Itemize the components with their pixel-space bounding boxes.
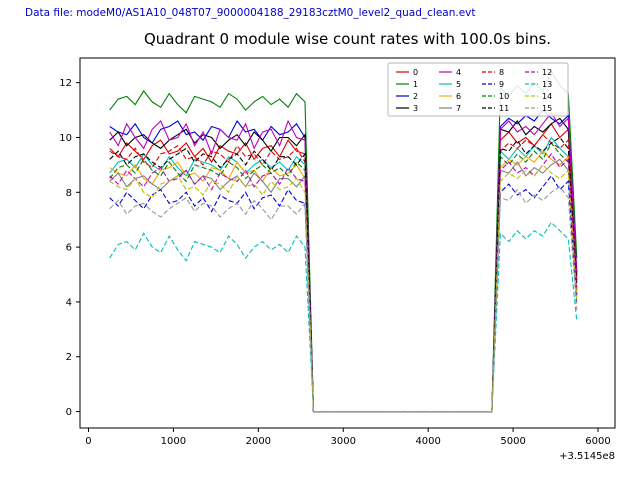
series-line-7 — [109, 158, 578, 413]
x-tick-label: 5000 — [500, 436, 525, 447]
series-line-10 — [109, 141, 578, 413]
legend-label-1: 1 — [413, 80, 418, 89]
series-line-12 — [109, 152, 578, 413]
legend-label-0: 0 — [413, 68, 418, 77]
series-line-0 — [109, 122, 578, 413]
legend-label-5: 5 — [456, 80, 461, 89]
x-tick-label: 4000 — [415, 436, 440, 447]
legend-label-10: 10 — [499, 92, 509, 101]
series-line-2 — [109, 109, 578, 413]
x-tick-label: 1000 — [161, 436, 186, 447]
legend-label-8: 8 — [499, 68, 504, 77]
axes-frame — [79, 57, 616, 429]
y-tick-label: 0 — [66, 407, 72, 418]
legend-label-11: 11 — [499, 104, 509, 113]
chart-title: Quadrant 0 module wise count rates with … — [143, 30, 552, 48]
legend-label-12: 12 — [542, 68, 552, 77]
legend-label-15: 15 — [542, 104, 552, 113]
legend-label-13: 13 — [542, 80, 552, 89]
series-line-14 — [109, 164, 578, 413]
series-line-11 — [109, 136, 578, 413]
legend-box — [387, 62, 569, 117]
series-line-6 — [109, 150, 578, 413]
legend-label-7: 7 — [456, 104, 461, 113]
y-tick-label: 2 — [66, 352, 72, 363]
data-file-label: Data file: modeM0/AS1A10_048T07_90000041… — [25, 7, 476, 19]
series-line-15 — [109, 186, 578, 413]
legend-label-2: 2 — [413, 92, 418, 101]
legend-label-9: 9 — [499, 80, 504, 89]
y-tick-label: 10 — [59, 133, 72, 144]
legend-label-4: 4 — [456, 68, 461, 77]
x-tick-label: 0 — [85, 436, 91, 447]
y-tick-label: 12 — [59, 78, 72, 89]
legend-label-3: 3 — [413, 104, 418, 113]
legend-label-6: 6 — [456, 92, 461, 101]
series-line-13 — [109, 221, 578, 413]
x-tick-label: 3000 — [331, 436, 356, 447]
y-tick-label: 4 — [66, 297, 72, 308]
x-tick-label: 6000 — [585, 436, 610, 447]
legend-label-14: 14 — [542, 92, 552, 101]
x-axis-offset-label: +3.5145e8 — [559, 451, 615, 462]
series-line-9 — [109, 174, 578, 413]
y-tick-label: 8 — [66, 188, 72, 199]
x-tick-label: 2000 — [246, 436, 271, 447]
y-tick-label: 6 — [66, 243, 72, 254]
